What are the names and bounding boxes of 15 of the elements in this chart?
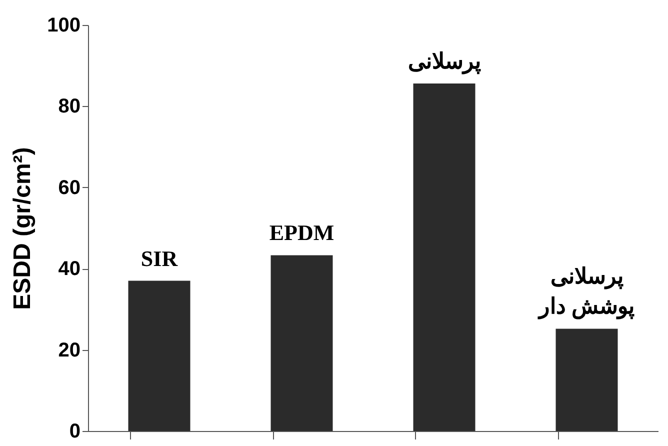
bar <box>128 280 190 431</box>
y-tick-label: 20 <box>58 339 80 362</box>
bar <box>413 83 476 431</box>
x-tick-label: EPDM <box>269 220 334 246</box>
x-tick-label: SIR <box>140 246 179 271</box>
y-tick-label: 40 <box>58 258 80 280</box>
x-tick-label: پرسلانی <box>408 48 481 76</box>
x-tick-label: پرسلانی پوشش دار <box>537 264 634 321</box>
y-tick-label: 60 <box>58 176 80 199</box>
y-tick-label: 100 <box>47 14 80 36</box>
y-tick-label: 80 <box>58 96 80 118</box>
y-tick-label: 0 <box>69 420 80 442</box>
bar <box>556 328 618 431</box>
bar <box>270 255 333 431</box>
y-axis-title: ESDD (gr/cm²) <box>9 147 36 310</box>
